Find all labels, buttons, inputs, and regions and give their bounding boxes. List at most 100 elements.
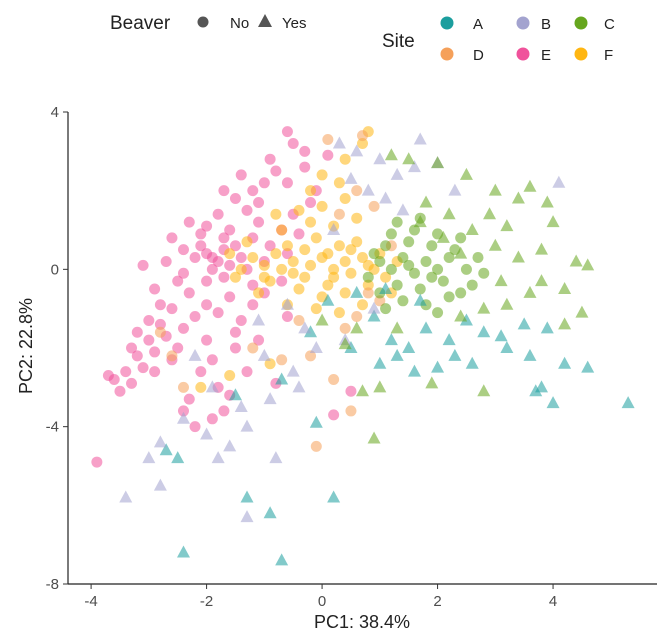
point-site-e-circle [224, 291, 236, 303]
point-site-c-triangle [454, 246, 468, 259]
point-site-a-triangle [228, 388, 242, 401]
point-site-c-triangle [373, 380, 387, 393]
y-ticks: -8 -4 0 4 [46, 104, 68, 593]
point-site-c-circle [397, 295, 409, 307]
point-site-e-circle [126, 342, 138, 354]
point-site-f-circle [276, 263, 288, 275]
point-site-a-triangle [419, 321, 433, 334]
point-site-e-circle [253, 334, 265, 346]
point-site-c-circle [432, 263, 444, 275]
point-site-c-circle [362, 271, 374, 283]
point-site-d-circle [368, 200, 380, 212]
point-site-f-circle [339, 287, 351, 299]
point-site-c-circle [385, 228, 397, 240]
point-site-a-triangle [413, 293, 427, 306]
point-site-c-circle [466, 279, 478, 291]
point-site-a-triangle [494, 329, 508, 342]
point-site-a-triangle [523, 348, 537, 361]
point-site-e-circle [281, 248, 293, 260]
point-site-b-triangle [327, 223, 341, 235]
point-site-d-circle [362, 287, 374, 299]
point-site-f-circle [299, 271, 311, 283]
point-site-f-circle [316, 169, 328, 181]
point-site-c-triangle [419, 195, 433, 208]
legend-label-a: A [473, 16, 483, 33]
legend-key-no-circle [197, 16, 209, 28]
point-site-c-triangle [459, 167, 473, 180]
legend-key-yes-triangle [258, 14, 272, 27]
point-site-e-circle [224, 224, 236, 236]
point-site-a-triangle [581, 360, 595, 373]
point-site-a-triangle [402, 341, 416, 353]
point-site-e-circle [241, 204, 253, 216]
point-site-d-circle [276, 354, 288, 366]
x-tick-label: -2 [200, 593, 213, 610]
point-site-b-triangle [413, 132, 427, 145]
point-site-a-triangle [275, 553, 289, 566]
point-site-c-triangle [454, 309, 468, 322]
point-site-d-circle [345, 405, 357, 417]
point-site-a-triangle [367, 309, 381, 322]
point-site-c-triangle [367, 431, 381, 444]
point-site-b-triangle [367, 301, 381, 314]
point-site-c-triangle [488, 183, 502, 196]
point-site-e-circle [229, 240, 241, 252]
point-site-a-triangle [500, 341, 514, 353]
point-site-f-circle [351, 236, 363, 248]
point-site-e-circle [131, 326, 143, 338]
x-tick-label: -4 [84, 593, 97, 610]
point-site-b-triangle [176, 411, 190, 424]
point-site-f-circle [339, 255, 351, 267]
point-site-b-triangle [390, 167, 404, 180]
point-site-c-circle [408, 267, 420, 279]
point-site-e-circle [229, 193, 241, 205]
point-site-b-triangle [280, 297, 294, 310]
point-site-c-triangle [413, 215, 427, 228]
point-site-e-circle [224, 259, 236, 271]
point-site-e-circle [201, 334, 213, 346]
point-site-c-circle [380, 240, 392, 252]
point-site-c-circle [455, 232, 467, 244]
point-site-b-triangle [292, 380, 306, 393]
point-site-d-circle [351, 185, 363, 197]
point-site-d-circle [333, 208, 345, 220]
point-site-f-circle [322, 248, 334, 260]
point-site-b-triangle [396, 203, 410, 216]
point-site-f-circle [276, 224, 288, 236]
y-axis-title: PC2: 22.8% [16, 298, 36, 394]
point-site-e-circle [281, 126, 293, 138]
point-site-f-circle [229, 271, 241, 283]
point-site-a-triangle [275, 372, 289, 385]
point-site-b-triangle [361, 183, 375, 196]
point-site-b-triangle [298, 321, 312, 334]
point-site-d-circle [351, 311, 363, 323]
point-site-e-circle [177, 244, 189, 256]
point-site-e-circle [177, 322, 189, 334]
y-tick-label: 4 [51, 104, 59, 121]
point-site-e-circle [183, 393, 195, 405]
point-site-f-circle [305, 185, 317, 197]
point-site-e-circle [212, 208, 224, 220]
point-site-d-circle [305, 350, 317, 362]
point-site-e-circle [206, 413, 218, 425]
point-site-e-circle [189, 421, 201, 433]
point-site-e-circle [177, 405, 189, 417]
point-site-c-triangle [494, 274, 508, 287]
point-site-a-triangle [309, 415, 323, 428]
legend-label-b: B [541, 16, 551, 33]
legend-label-f: F [604, 47, 613, 64]
point-site-e-circle [195, 228, 207, 240]
point-site-e-circle [218, 405, 230, 417]
point-site-c-triangle [442, 207, 456, 220]
point-site-f-circle [270, 208, 282, 220]
point-site-b-triangle [142, 451, 156, 464]
point-site-c-triangle [535, 242, 549, 255]
point-site-e-circle [172, 342, 184, 354]
point-site-a-triangle [529, 384, 543, 397]
point-site-f-circle [305, 216, 317, 228]
point-site-b-triangle [211, 451, 225, 464]
point-site-c-triangle [384, 148, 398, 161]
point-site-a-triangle [344, 341, 358, 353]
point-site-e-circle [212, 307, 224, 319]
point-site-e-circle [247, 279, 259, 291]
